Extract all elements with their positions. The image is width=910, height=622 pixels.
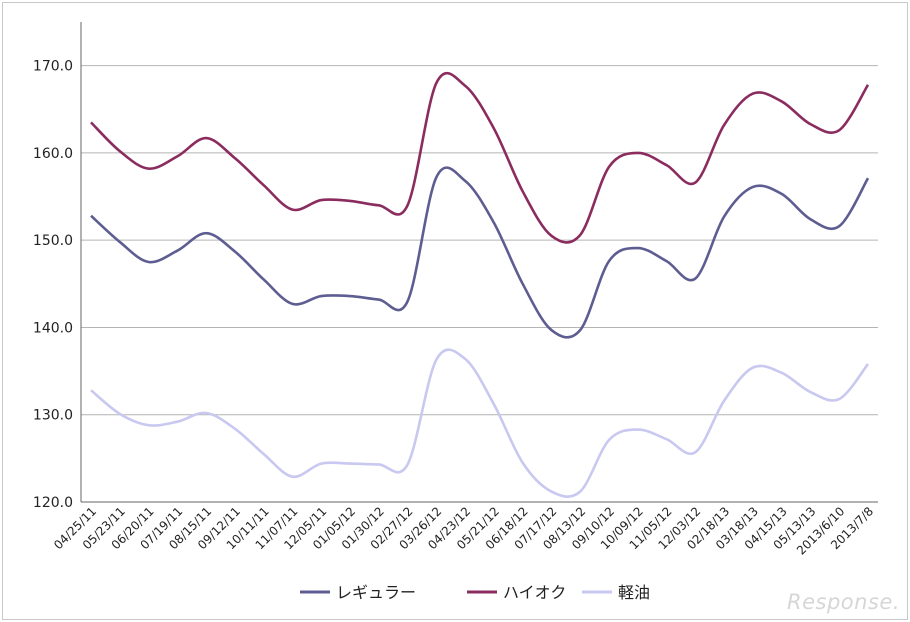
y-tick-label: 140.0 — [33, 320, 73, 336]
series-line-0 — [90, 166, 870, 339]
x-tick-labels: 04/25/1105/23/1106/20/1107/19/1108/15/11… — [51, 504, 876, 557]
legend-label: 軽油 — [618, 583, 650, 602]
series-line-1 — [90, 71, 870, 244]
y-tick-labels: 120.0 130.0 140.0 150.0 160.0 170.0 — [33, 59, 73, 511]
axes — [80, 22, 878, 503]
legend: レギュラー ハイオク 軽油 — [300, 583, 650, 602]
legend-label: レギュラー — [336, 583, 416, 602]
y-tick-label: 130.0 — [33, 408, 73, 424]
grid-lines — [81, 65, 878, 416]
y-tick-label: 150.0 — [33, 233, 73, 249]
watermark-logo: Response. — [787, 590, 900, 614]
series-line-2 — [90, 348, 870, 498]
legend-label: ハイオク — [503, 583, 566, 602]
y-tick-label: 120.0 — [33, 495, 73, 511]
y-tick-label: 160.0 — [33, 146, 73, 162]
y-tick-label: 170.0 — [33, 59, 73, 75]
series-lines — [90, 71, 870, 498]
